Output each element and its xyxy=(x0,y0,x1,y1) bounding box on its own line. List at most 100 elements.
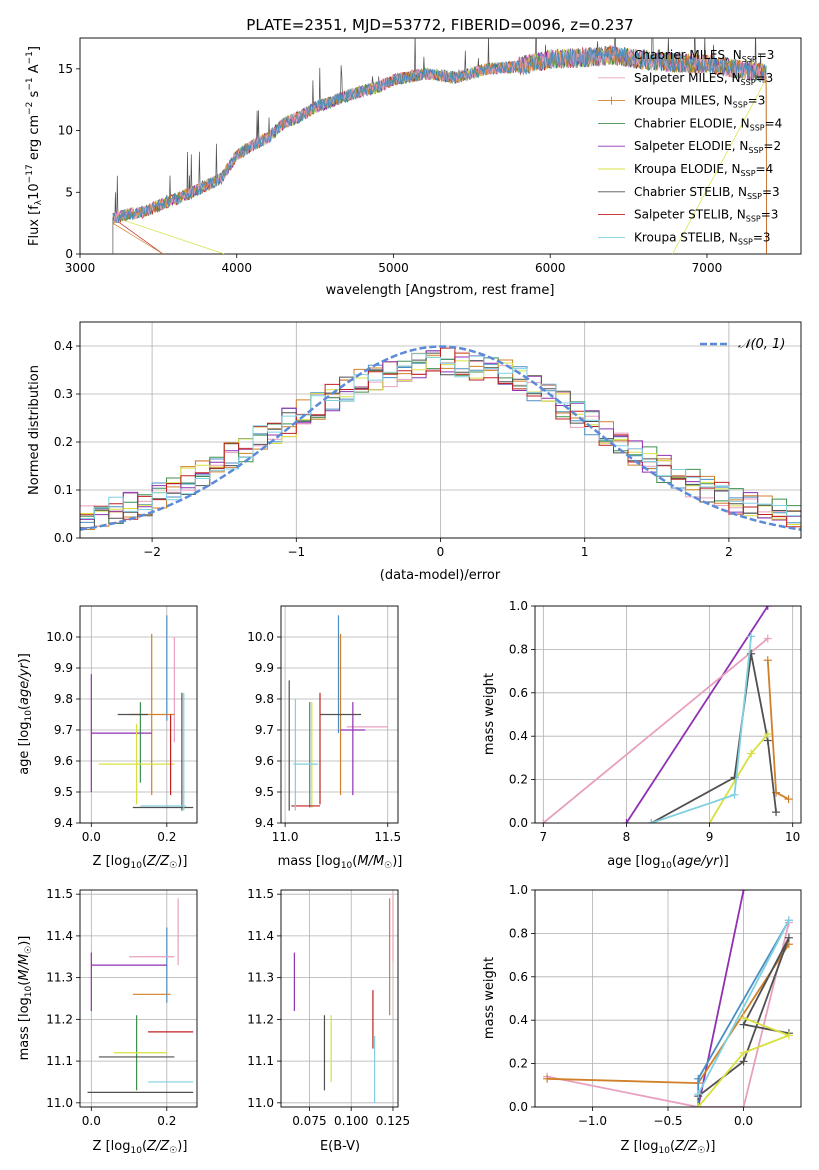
residuals-histogram xyxy=(80,353,801,519)
ytick-label: 0.6 xyxy=(509,970,528,984)
spectrum-panel: 3000 4000 5000 6000 7000 0 5 10 15 Chabrier MILE… xyxy=(25,37,802,298)
weight-line xyxy=(697,1017,792,1107)
weight-line xyxy=(766,660,789,800)
ageM-xlabel: mass [log10(M/M☉)] xyxy=(278,854,403,871)
massE-xlabel: E(B-V) xyxy=(320,1139,360,1154)
xtick-label: 9 xyxy=(706,830,714,844)
wZ-ylabel: mass weight xyxy=(482,957,497,1039)
xtick-label: −1.0 xyxy=(578,1114,607,1128)
panel-frame xyxy=(534,605,802,824)
weight-vs-metallicity-panel: −1.0 −0.5 0.0 0.0 0.2 0.4 0.6 0.8 1.0 xyxy=(509,883,802,1128)
weight-line xyxy=(542,637,769,823)
panel-frame xyxy=(280,605,399,824)
figure-title: PLATE=2351, MJD=53772, FIBERID=0096, z=0… xyxy=(246,16,633,34)
ytick-label: 10.0 xyxy=(247,630,274,644)
spectrum-xtick-label: 3000 xyxy=(65,261,96,275)
ytick-label: 9.5 xyxy=(255,785,274,799)
spectrum-ytick-label: 0 xyxy=(65,247,73,261)
residuals-ytick-label: 0.1 xyxy=(54,483,73,497)
ytick-label: 11.2 xyxy=(247,1012,274,1026)
spectrum-xtick-label: 5000 xyxy=(378,261,409,275)
ytick-label: 9.8 xyxy=(54,692,73,706)
weight-line xyxy=(650,653,777,823)
spectrum-xtick-label: 7000 xyxy=(692,261,723,275)
ytick-label: 11.0 xyxy=(247,1096,274,1110)
wZ-xlabel: Z [log10(Z/Z☉)] xyxy=(621,1139,716,1156)
residuals-xlabel: (data-model)/error xyxy=(380,568,501,583)
residuals-histograms xyxy=(79,345,802,531)
plot-area xyxy=(90,615,194,811)
residuals-xtick-label: −2 xyxy=(143,545,161,559)
spectrum-ytick-label: 15 xyxy=(58,62,73,76)
panel-frame xyxy=(280,889,399,1108)
gaussian-curve xyxy=(79,345,802,531)
wAge-xlabel: age [log10(age/yr)] xyxy=(607,854,729,871)
ytick-label: 9.7 xyxy=(255,723,274,737)
ytick-label: 11.5 xyxy=(247,887,274,901)
residuals-xtick-label: 2 xyxy=(725,545,733,559)
massZ-ylabel: mass [log10(M/M☉)] xyxy=(17,936,34,1061)
legend-label: Chabrier MILES, NSSP=3 xyxy=(634,48,774,64)
legend-label: Chabrier STELIB, NSSP=3 xyxy=(634,185,780,201)
legend-label: Kroupa MILES, NSSP=3 xyxy=(634,94,765,110)
xtick-label: −0.5 xyxy=(653,1114,682,1128)
ytick-label: 9.6 xyxy=(54,754,73,768)
ytick-label: 11.0 xyxy=(46,1096,73,1110)
ytick-label: 9.9 xyxy=(54,661,73,675)
weight-line xyxy=(697,919,790,1095)
spectrum-ticks: 3000 4000 5000 6000 7000 0 5 10 15 xyxy=(58,62,723,275)
ytick-label: 10.0 xyxy=(46,630,73,644)
xtick-label: 0.100 xyxy=(334,1114,368,1128)
plot-area xyxy=(539,606,793,823)
mass-vs-ebv-panel: 0.075 0.100 0.125 11.0 11.1 11.2 11.3 11.4 11.5 xyxy=(247,887,410,1128)
xtick-label: 0.0 xyxy=(82,830,101,844)
residuals-ylabel: Normed distribution xyxy=(27,365,42,495)
ytick-label: 11.2 xyxy=(46,1012,73,1026)
xtick-label: 0.2 xyxy=(157,830,176,844)
spectrum-ytick-label: 5 xyxy=(65,185,73,199)
ytick-label: 0.2 xyxy=(509,773,528,787)
spectrum-ylabel: Flux [fλ10−17 erg cm−2 s−1 A−1] xyxy=(25,46,44,246)
panel-frame xyxy=(79,605,198,824)
ytick-label: 9.5 xyxy=(54,785,73,799)
spectrum-legend: Chabrier MILES, NSSP=3 Salpeter MILES, NS… xyxy=(598,48,782,246)
plot-area xyxy=(293,894,394,1103)
residuals-xtick-label: 0 xyxy=(437,545,445,559)
ytick-label: 11.4 xyxy=(46,929,73,943)
ageZ-xlabel: Z [log10(Z/Z☉)] xyxy=(93,854,188,871)
weight-vs-age-panel: 7 8 9 10 0.0 0.2 0.4 0.6 0.8 1.0 xyxy=(509,599,802,844)
mass-vs-metallicity-panel: 0.0 0.2 11.0 11.1 11.2 11.3 11.4 11.5 xyxy=(46,887,198,1128)
spectrum-lines xyxy=(112,38,767,254)
ytick-label: 1.0 xyxy=(509,883,528,897)
age-vs-mass-panel: 11.0 11.5 9.4 9.5 9.6 9.7 9.8 9.9 10.0 xyxy=(247,605,401,844)
ytick-label: 9.4 xyxy=(255,816,274,830)
residuals-panel: −2 −1 0 1 2 0.0 0.1 0.2 0.3 0.4 𝒩(0, 1) (data-mod… xyxy=(27,321,802,583)
spectrum-series-line xyxy=(112,46,767,223)
ytick-label: 11.5 xyxy=(46,887,73,901)
xtick-label: 0.0 xyxy=(734,1114,753,1128)
ytick-label: 9.4 xyxy=(54,816,73,830)
ytick-label: 9.6 xyxy=(255,754,274,768)
spectrum-xtick-label: 6000 xyxy=(535,261,566,275)
plot-area xyxy=(543,890,793,1107)
ytick-label: 0.6 xyxy=(509,686,528,700)
ytick-label: 0.0 xyxy=(509,1100,528,1114)
ytick-label: 9.9 xyxy=(255,661,274,675)
ytick-label: 0.8 xyxy=(509,926,528,940)
ytick-label: 11.4 xyxy=(247,929,274,943)
weight-line xyxy=(697,890,745,1107)
ytick-label: 11.3 xyxy=(46,971,73,985)
xtick-label: 0.0 xyxy=(82,1114,101,1128)
plot-area xyxy=(87,898,194,1093)
residuals-ytick-label: 0.4 xyxy=(54,339,73,353)
spectrum-ytick-label: 10 xyxy=(58,124,73,138)
wAge-ylabel: mass weight xyxy=(482,673,497,755)
legend-label: Kroupa STELIB, NSSP=3 xyxy=(634,230,771,246)
age-vs-metallicity-panel: 0.0 0.2 9.4 9.5 9.6 9.7 9.8 9.9 10.0 xyxy=(46,605,198,844)
gaussian-legend-label: 𝒩(0, 1) xyxy=(738,337,785,352)
residuals-ytick-label: 0.0 xyxy=(54,531,73,545)
massZ-xlabel: Z [log10(Z/Z☉)] xyxy=(93,1139,188,1156)
ytick-label: 0.0 xyxy=(509,816,528,830)
residuals-ytick-label: 0.3 xyxy=(54,387,73,401)
